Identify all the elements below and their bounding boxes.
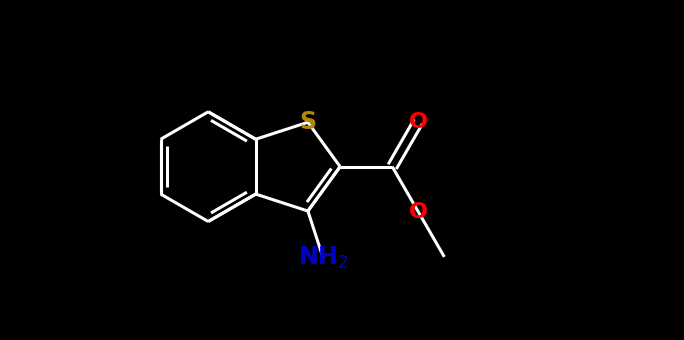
Text: S: S: [300, 110, 317, 134]
Text: NH$_2$: NH$_2$: [298, 245, 348, 271]
Text: O: O: [409, 112, 428, 132]
Text: O: O: [409, 202, 428, 222]
